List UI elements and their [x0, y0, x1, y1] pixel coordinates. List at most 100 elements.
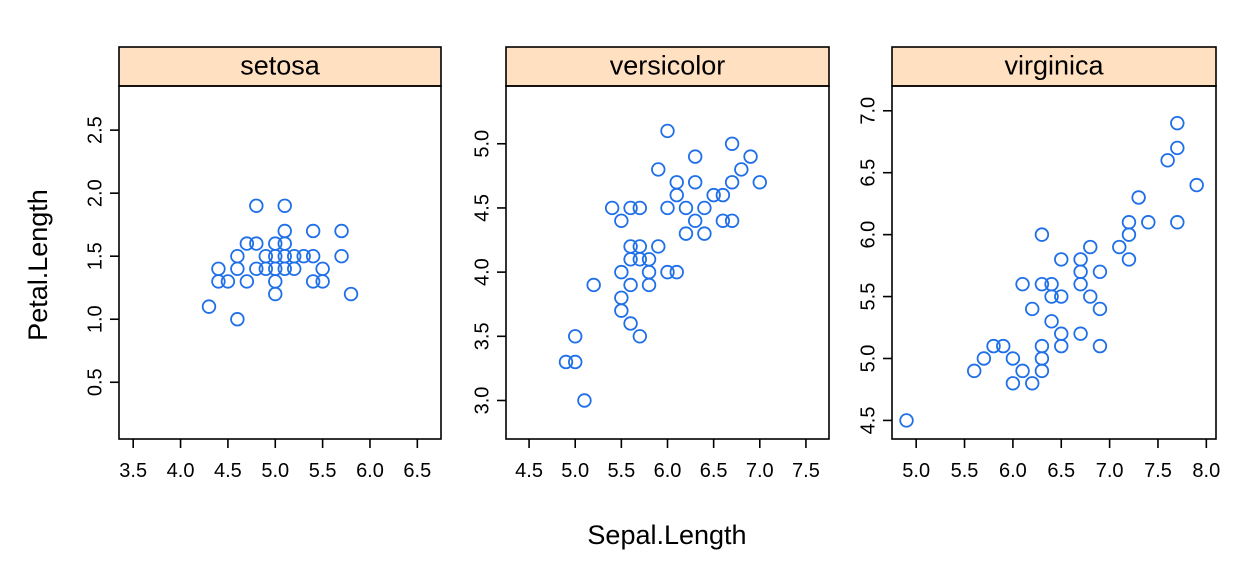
x-tick-label: 7.0	[1096, 460, 1124, 482]
data-point	[1141, 215, 1156, 230]
data-point	[1073, 326, 1088, 341]
x-tick-label: 5.5	[309, 460, 337, 482]
data-point	[651, 162, 666, 177]
data-point	[1034, 276, 1050, 292]
data-point	[577, 393, 592, 408]
data-point	[1073, 252, 1088, 267]
data-point	[1073, 264, 1088, 279]
data-point	[1034, 363, 1050, 379]
data-point	[1083, 289, 1098, 304]
x-tick-label: 5.0	[261, 460, 289, 482]
data-point	[1092, 301, 1108, 317]
data-point	[315, 274, 330, 289]
x-tick-label: 4.0	[167, 460, 195, 482]
data-point	[752, 175, 767, 190]
data-point	[1092, 264, 1108, 279]
data-point	[743, 149, 758, 164]
data-point	[641, 264, 657, 280]
x-tick-label: 6.5	[403, 460, 431, 482]
strip-label-virginica: virginica	[1004, 51, 1104, 81]
data-point	[1054, 252, 1069, 267]
data-point	[632, 239, 648, 254]
data-point	[614, 290, 629, 306]
data-point	[1034, 338, 1050, 354]
y-tick-label: 5.5	[857, 283, 879, 311]
data-point	[201, 299, 217, 314]
x-tick-label: 8.0	[1192, 460, 1220, 482]
data-point	[287, 261, 302, 277]
data-point	[996, 338, 1011, 354]
data-point	[669, 175, 684, 190]
x-tick-label: 4.5	[214, 460, 242, 482]
data-point	[1025, 376, 1040, 391]
data-point	[1034, 227, 1050, 242]
data-point	[277, 198, 292, 213]
data-point	[249, 198, 264, 213]
data-point	[268, 286, 283, 302]
data-point	[1034, 351, 1050, 366]
data-point	[1092, 338, 1108, 354]
data-point	[343, 286, 359, 302]
data-point	[315, 261, 330, 277]
data-point	[604, 200, 620, 216]
data-point	[632, 329, 648, 344]
data-point	[614, 213, 629, 228]
data-point	[641, 277, 657, 293]
x-tick-label: 5.5	[607, 460, 635, 482]
data-point	[568, 354, 583, 370]
y-tick-label: 4.0	[471, 258, 493, 286]
y-tick-label: 6.5	[857, 159, 879, 187]
x-tick-label: 4.5	[515, 460, 543, 482]
data-point	[305, 223, 321, 239]
data-point	[268, 274, 283, 289]
data-point	[558, 354, 574, 370]
data-point	[623, 277, 638, 293]
data-point	[277, 223, 292, 239]
data-point	[623, 252, 638, 267]
panel-frame-versicolor	[505, 85, 830, 440]
panel-setosa: setosa 3.5 4.0 4.5 5.0 5.5 6.0 6.5 0.5 1.0 1.5 2.0 2…	[84, 46, 442, 482]
data-point	[687, 213, 703, 228]
data-point	[239, 236, 255, 251]
data-point	[632, 252, 648, 267]
data-point	[211, 274, 226, 289]
panel-virginica: virginica 5.0 5.5 6.0 6.5 7.0 7.5 8.0 4.5 5.0 5.5 6…	[857, 46, 1220, 482]
data-point	[1083, 239, 1098, 255]
data-point	[1054, 338, 1069, 354]
data-point	[1170, 140, 1185, 156]
data-point	[1131, 190, 1146, 205]
data-point	[239, 274, 255, 289]
data-point	[230, 312, 245, 327]
y-axis-title: Petal.Length	[23, 189, 53, 341]
x-tick-label: 5.5	[951, 460, 979, 482]
data-point	[334, 248, 349, 264]
data-point	[1044, 276, 1059, 292]
data-point	[1073, 276, 1088, 292]
y-tick-label: 2.5	[84, 116, 106, 144]
data-point	[249, 261, 264, 277]
data-point	[1170, 115, 1185, 131]
panel-versicolor: versicolor 4.5 5.0 5.5 6.0 6.5 7.0 7.5 3.0 3.5 4.0…	[471, 46, 830, 482]
y-tick-label: 3.0	[471, 387, 493, 415]
data-point	[211, 261, 226, 277]
data-point	[697, 226, 712, 241]
data-point	[1025, 301, 1040, 317]
data-point	[687, 149, 703, 164]
data-point	[305, 274, 321, 289]
x-tick-label: 6.0	[999, 460, 1027, 482]
data-point	[660, 123, 675, 139]
y-tick-label: 4.5	[471, 194, 493, 222]
data-point	[678, 200, 694, 216]
x-tick-label: 7.0	[746, 460, 774, 482]
data-point	[1015, 276, 1030, 292]
data-point	[277, 261, 292, 277]
data-point	[687, 175, 703, 190]
data-point	[1044, 314, 1059, 329]
data-point	[724, 213, 740, 228]
data-point	[614, 264, 629, 280]
data-point	[614, 303, 629, 318]
data-point	[632, 200, 648, 216]
data-point	[1005, 376, 1021, 391]
x-tick-label: 5.0	[561, 460, 589, 482]
